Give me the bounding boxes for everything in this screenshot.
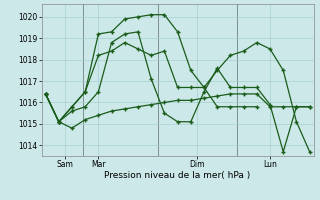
X-axis label: Pression niveau de la mer( hPa ): Pression niveau de la mer( hPa ) <box>104 171 251 180</box>
